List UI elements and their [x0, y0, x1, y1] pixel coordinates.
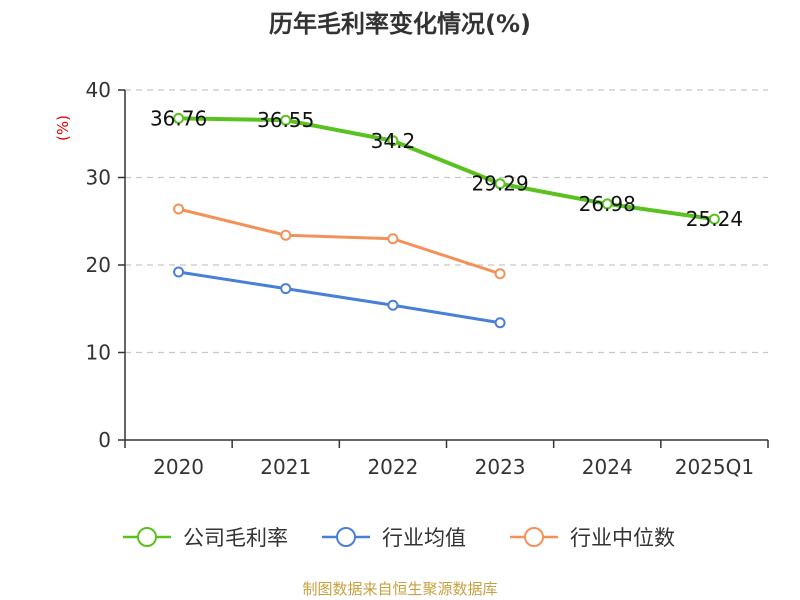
- legend-marker: [524, 527, 544, 547]
- series-line-1: [178, 270, 501, 325]
- data-point[interactable]: [494, 317, 506, 329]
- legend-item-1[interactable]: 行业均值: [322, 526, 466, 550]
- legend-marker: [336, 527, 356, 547]
- data-point[interactable]: [494, 268, 506, 280]
- legend-label: 行业均值: [382, 526, 466, 550]
- chart-title: 历年毛利率变化情况(%): [269, 10, 531, 38]
- source-note: 制图数据来自恒生聚源数据库: [302, 580, 497, 598]
- legend-label: 公司毛利率: [183, 526, 288, 550]
- data-point[interactable]: [601, 198, 613, 210]
- y-tick-label: 40: [86, 78, 111, 102]
- x-tick-label: 2021: [260, 455, 311, 479]
- x-tick-label: 2024: [582, 455, 633, 479]
- x-tick-label: 2025Q1: [675, 455, 754, 479]
- data-label: 26.98: [579, 192, 636, 216]
- y-tick-label: 10: [86, 341, 111, 365]
- series-line-0: [178, 116, 715, 222]
- data-point[interactable]: [280, 283, 292, 295]
- data-point[interactable]: [387, 135, 399, 147]
- data-label: 29.29: [471, 172, 528, 196]
- y-tick-label: 0: [98, 428, 111, 452]
- data-point[interactable]: [708, 213, 720, 225]
- series-line-2: [178, 207, 501, 276]
- data-point[interactable]: [173, 203, 185, 215]
- legend-label: 行业中位数: [570, 526, 675, 550]
- data-point[interactable]: [280, 229, 292, 241]
- series: [173, 112, 720, 329]
- data-label: 34.2: [371, 129, 416, 153]
- data-label: 36.76: [150, 106, 207, 130]
- legend[interactable]: 公司毛利率 行业均值 行业中位数: [123, 526, 675, 550]
- data-labels: 36.76 36.55 34.2 29.29 26.98 25.24: [150, 106, 743, 231]
- x-tick-label: 2020: [153, 455, 204, 479]
- legend-item-2[interactable]: 行业中位数: [510, 526, 675, 550]
- data-point[interactable]: [280, 114, 292, 126]
- data-label: 36.55: [257, 108, 314, 132]
- data-point[interactable]: [387, 299, 399, 311]
- data-point[interactable]: [494, 178, 506, 190]
- y-tick-label: 20: [86, 253, 111, 277]
- legend-item-0[interactable]: 公司毛利率: [123, 526, 288, 550]
- x-tick-label: 2023: [475, 455, 526, 479]
- gridlines: [125, 89, 768, 354]
- axes: 0 10 20 30 40 2020 2021 2022 2023 2024 2025Q1: [86, 78, 769, 479]
- data-label: 25.24: [686, 207, 743, 231]
- data-point[interactable]: [387, 233, 399, 245]
- y-tick-label: 30: [86, 166, 111, 190]
- data-point[interactable]: [173, 112, 185, 124]
- y-axis-label: (%): [54, 115, 72, 141]
- x-tick-label: 2022: [367, 455, 418, 479]
- legend-marker: [137, 527, 157, 547]
- data-point[interactable]: [173, 266, 185, 278]
